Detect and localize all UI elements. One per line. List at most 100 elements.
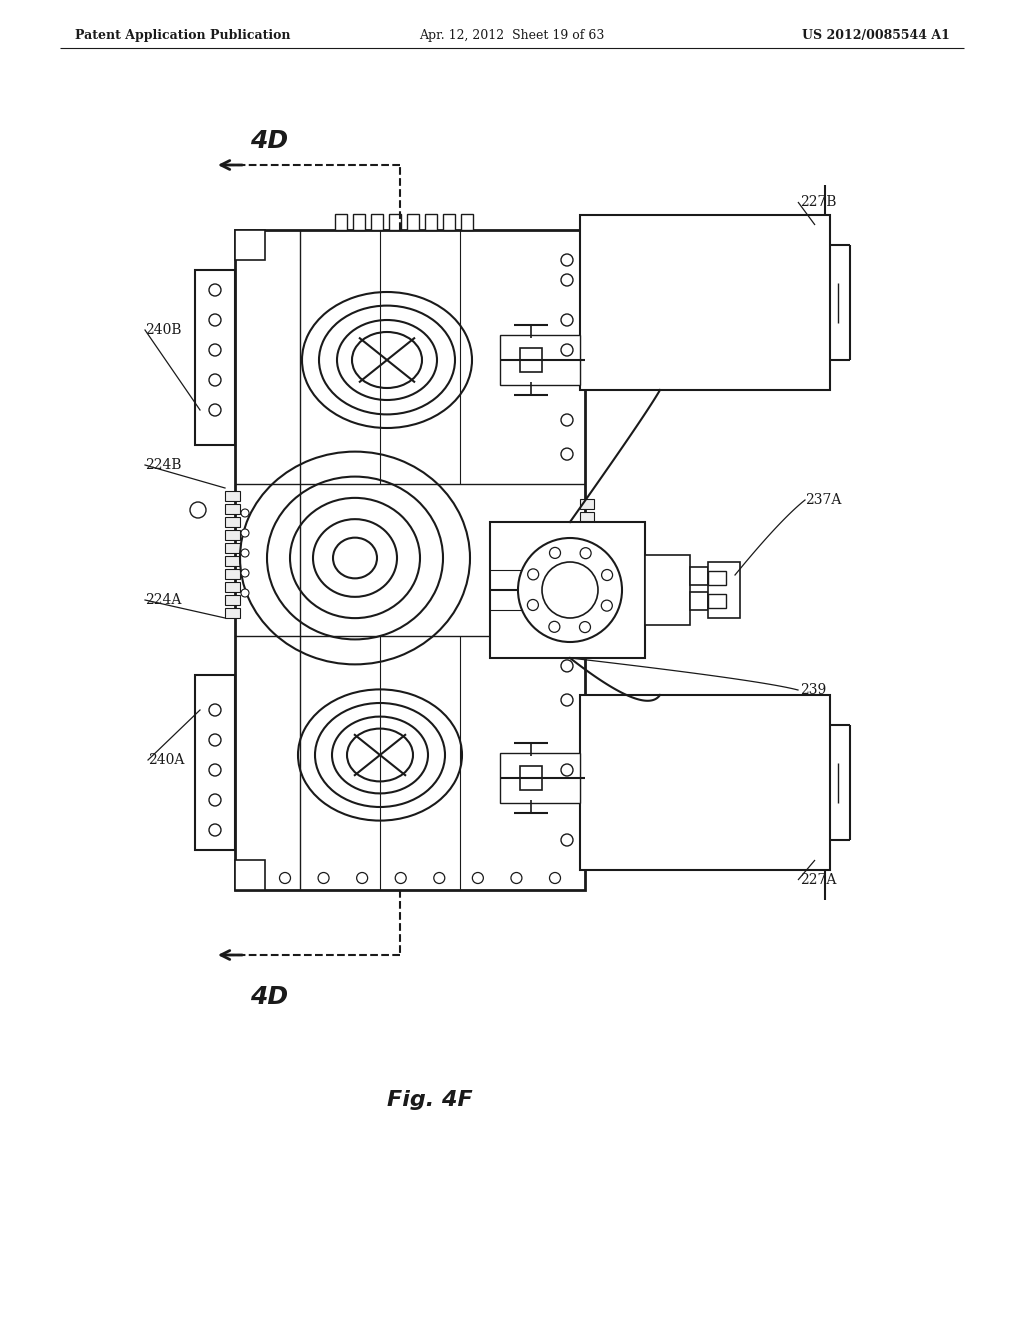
Text: Patent Application Publication: Patent Application Publication (75, 29, 291, 41)
Bar (580, 539, 594, 548)
Bar (225, 556, 240, 566)
Bar (225, 609, 240, 618)
Circle shape (241, 510, 249, 517)
Circle shape (209, 404, 221, 416)
Text: 227A: 227A (800, 873, 837, 887)
Bar (195, 675, 234, 850)
Circle shape (356, 873, 368, 883)
Bar (580, 577, 594, 587)
Bar (353, 214, 365, 230)
Bar (690, 591, 708, 610)
Bar (708, 594, 726, 609)
Bar (580, 590, 594, 601)
Bar (520, 348, 542, 372)
Circle shape (601, 569, 612, 581)
Bar (335, 214, 347, 230)
Circle shape (561, 275, 573, 286)
Bar (225, 504, 240, 513)
Circle shape (601, 601, 612, 611)
Bar (580, 512, 594, 521)
Bar (708, 572, 726, 585)
Circle shape (209, 734, 221, 746)
Text: Apr. 12, 2012  Sheet 19 of 63: Apr. 12, 2012 Sheet 19 of 63 (419, 29, 605, 41)
Circle shape (581, 548, 591, 558)
Bar (580, 525, 594, 535)
Circle shape (561, 660, 573, 672)
Bar (500, 335, 580, 385)
Bar (371, 214, 383, 230)
Bar (225, 491, 240, 502)
Circle shape (209, 704, 221, 715)
Text: 239: 239 (800, 682, 826, 697)
Circle shape (527, 569, 539, 579)
Circle shape (472, 873, 483, 883)
Text: 4D: 4D (250, 985, 288, 1008)
Circle shape (209, 824, 221, 836)
Circle shape (527, 599, 539, 610)
Circle shape (209, 314, 221, 326)
Bar (234, 230, 585, 890)
Text: US 2012/0085544 A1: US 2012/0085544 A1 (802, 29, 950, 41)
Circle shape (280, 873, 291, 883)
Bar (234, 861, 265, 890)
Circle shape (241, 569, 249, 577)
Bar (225, 582, 240, 591)
Bar (708, 562, 740, 618)
Text: 224B: 224B (145, 458, 181, 473)
Circle shape (241, 549, 249, 557)
Bar (225, 569, 240, 579)
Circle shape (395, 873, 407, 883)
Circle shape (561, 447, 573, 461)
Text: Fig. 4F: Fig. 4F (387, 1090, 473, 1110)
Bar (500, 752, 580, 803)
Bar (225, 531, 240, 540)
Circle shape (209, 764, 221, 776)
Circle shape (209, 795, 221, 807)
Bar (580, 564, 594, 574)
Circle shape (209, 374, 221, 385)
Bar (461, 214, 473, 230)
Bar (580, 215, 830, 389)
Circle shape (511, 873, 522, 883)
Circle shape (580, 622, 591, 632)
Circle shape (542, 562, 598, 618)
Text: 237A: 237A (805, 492, 842, 507)
Bar (520, 766, 542, 789)
Circle shape (518, 539, 622, 642)
Circle shape (561, 253, 573, 267)
Circle shape (190, 502, 206, 517)
Bar (225, 595, 240, 605)
Bar (580, 550, 594, 561)
Bar (225, 517, 240, 527)
Bar (580, 499, 594, 510)
Bar (389, 214, 401, 230)
Circle shape (209, 345, 221, 356)
Bar (645, 554, 690, 624)
Bar (407, 214, 419, 230)
Circle shape (318, 873, 329, 883)
Bar (580, 696, 830, 870)
Circle shape (561, 314, 573, 326)
Text: 227B: 227B (800, 195, 837, 209)
Bar (225, 543, 240, 553)
Bar (580, 603, 594, 612)
Text: 4D: 4D (250, 129, 288, 153)
Circle shape (550, 873, 560, 883)
Bar (425, 214, 437, 230)
Text: 224A: 224A (145, 593, 181, 607)
Text: 240A: 240A (148, 752, 184, 767)
Circle shape (561, 414, 573, 426)
Bar (443, 214, 455, 230)
Circle shape (434, 873, 444, 883)
Circle shape (241, 529, 249, 537)
Circle shape (550, 548, 560, 558)
Bar (490, 521, 645, 657)
Circle shape (561, 694, 573, 706)
Circle shape (209, 284, 221, 296)
Circle shape (561, 764, 573, 776)
Text: 240B: 240B (145, 323, 181, 337)
Circle shape (549, 622, 560, 632)
Bar (690, 568, 708, 585)
Bar (234, 230, 265, 260)
Bar (195, 271, 234, 445)
